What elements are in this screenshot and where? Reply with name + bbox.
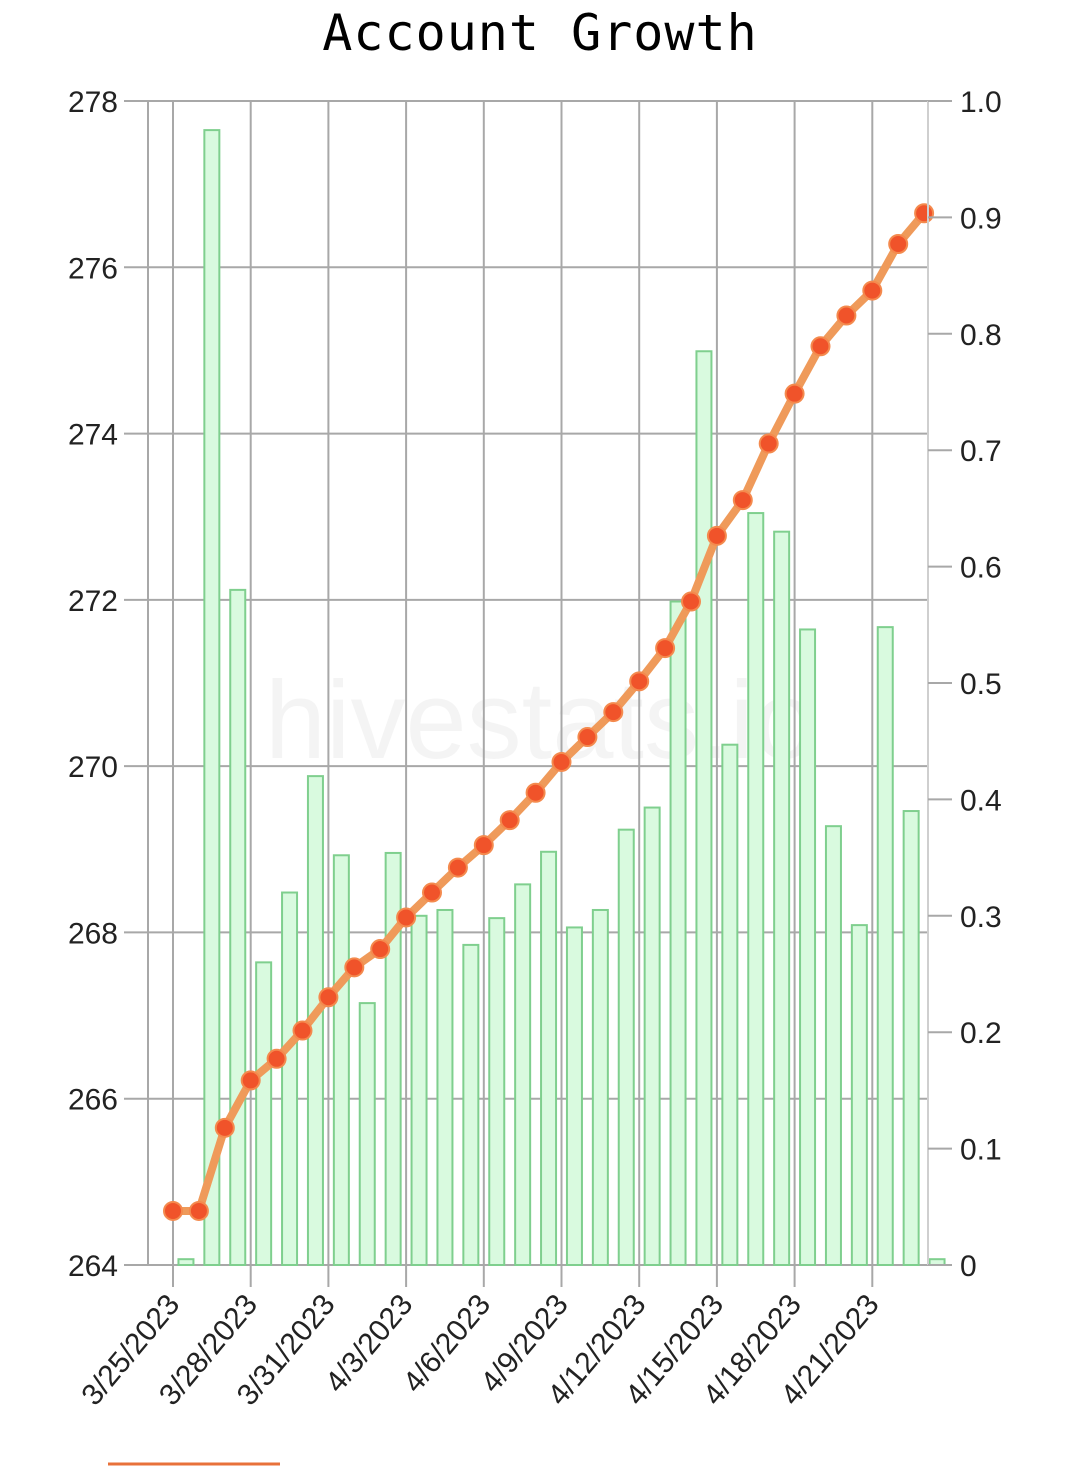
line-point [577,727,598,748]
line-point [266,1048,287,1069]
left-tick-label: 268 [68,917,118,950]
right-tick-label: 0.1 [960,1134,1002,1167]
bar-series [177,129,946,1267]
bar [203,129,221,1267]
line-point [784,383,805,404]
bar [281,891,299,1267]
left-tick-label: 274 [68,419,118,452]
left-tick-label: 270 [68,751,118,784]
line-point [603,702,624,723]
bar [565,926,583,1266]
bar [669,600,687,1266]
bar [358,1002,376,1266]
left-tick-label: 266 [68,1084,118,1117]
bar [824,825,842,1266]
line-point [551,751,572,772]
right-y-axis: 0 0.1 0.2 0.3 0.4 0.5 0.6 0.7 0.8 0.9 1.0 [927,86,1002,1283]
bar [876,626,894,1266]
bar [721,743,739,1266]
left-tick-label: 272 [68,585,118,618]
right-tick-label: 0.2 [960,1017,1002,1050]
line-series [163,203,935,1221]
line-point [396,907,417,928]
line-point [214,1117,235,1138]
line-point [836,305,857,326]
right-tick-label: 0.5 [960,668,1002,701]
bar [643,806,661,1266]
line-point [629,671,650,692]
line-point [292,1020,313,1041]
bar [617,828,635,1266]
right-tick-label: 0.6 [960,552,1002,585]
line-point [240,1070,261,1091]
right-tick-label: 0.9 [960,202,1002,235]
bar [850,924,868,1266]
left-tick-label: 276 [68,252,118,285]
line-point [473,835,494,856]
right-tick-label: 0.3 [960,901,1002,934]
x-axis: 3/25/20233/28/20233/31/20234/3/20234/6/2… [75,1288,885,1411]
right-tick-label: 0 [960,1250,977,1283]
bar [773,530,791,1266]
line-point [344,957,365,978]
left-y-axis: 264 266 268 270 272 274 276 278 [68,86,149,1283]
left-tick-label: 264 [68,1250,118,1283]
right-tick-label: 0.4 [960,784,1002,817]
bar [410,914,428,1266]
left-tick-label: 278 [68,86,118,119]
line-point [732,490,753,511]
bar [591,908,609,1266]
right-tick-label: 0.7 [960,435,1002,468]
right-tick-label: 1.0 [960,86,1002,119]
line-point [163,1200,183,1221]
line-point [188,1200,209,1221]
grid-lines [148,100,928,1287]
bar [695,350,713,1266]
line-point [422,882,442,903]
line-point [655,638,676,659]
bar [229,588,247,1266]
line-point [525,782,546,803]
bar [384,851,402,1266]
bar [332,854,350,1266]
bar [462,943,480,1267]
line-point [914,203,935,224]
bar [799,628,817,1266]
bar [902,810,920,1266]
line-point [758,433,779,454]
line-point [318,987,339,1008]
chart-title: Account Growth [322,4,758,62]
line-point [706,525,727,546]
bar [514,883,532,1266]
line-point [810,336,831,357]
line-point [888,234,909,255]
line-point [681,591,701,612]
bar [747,512,765,1266]
bar [177,1258,195,1267]
line-point [447,857,468,878]
bar [436,908,454,1266]
line-point [370,939,391,960]
right-tick-label: 0.8 [960,319,1002,352]
bar [488,917,506,1266]
line-point [499,810,520,831]
bar [540,850,558,1267]
bar [255,961,273,1266]
line-point [862,280,883,301]
